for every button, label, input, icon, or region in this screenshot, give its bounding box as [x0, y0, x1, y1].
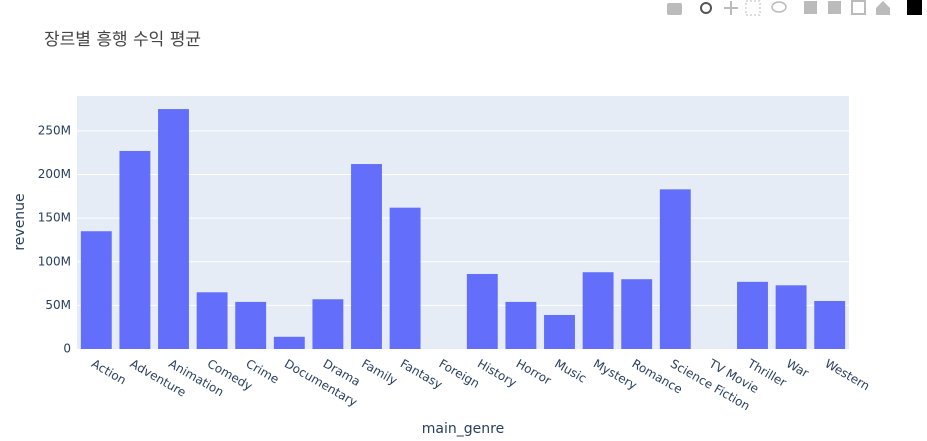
bar: [544, 314, 575, 349]
bar: [196, 292, 228, 349]
x-tick-label: Fantasy: [398, 357, 445, 392]
pan-icon[interactable]: [724, 1, 738, 15]
reset-icon[interactable]: [876, 1, 890, 15]
bar: [659, 189, 691, 349]
bar: [814, 301, 846, 349]
autoscale-icon[interactable]: [851, 0, 866, 15]
bar: [80, 231, 112, 349]
bar: [119, 150, 151, 349]
x-tick-label: Foreign: [436, 357, 481, 391]
bar: [312, 299, 344, 349]
x-axis-title: main_genre: [422, 421, 504, 437]
bar: [235, 301, 267, 349]
chart-title: 장르별 흥행 수익 평균: [44, 30, 201, 50]
y-tick-label: 200M: [38, 167, 71, 181]
plot-background: [77, 96, 849, 349]
x-tick-label: Action: [89, 357, 129, 388]
camera-icon[interactable]: [667, 3, 682, 15]
zoom-icon[interactable]: [700, 2, 712, 14]
bar: [582, 272, 614, 349]
x-tick-label: Mystery: [591, 357, 639, 393]
y-tick-label: 50M: [45, 298, 71, 312]
bar: [775, 285, 807, 349]
plotly-logo[interactable]: [907, 0, 922, 15]
x-tick-label: Music: [552, 357, 589, 386]
x-tick-label: Horror: [514, 357, 554, 388]
x-tick-label: Family: [359, 357, 399, 388]
bar: [466, 273, 498, 349]
bar: [505, 301, 537, 349]
y-tick-label: 150M: [38, 211, 71, 225]
lasso-icon[interactable]: [771, 1, 787, 13]
bar: [273, 336, 305, 349]
bar: [621, 279, 653, 349]
y-tick-label: 250M: [38, 123, 71, 137]
zoom-out-icon[interactable]: [828, 1, 841, 14]
toolbar: [667, 0, 922, 16]
bar: [389, 207, 421, 349]
y-axis-title: revenue: [12, 193, 28, 250]
bar: [737, 281, 768, 349]
select-icon[interactable]: [745, 0, 761, 16]
bar: [158, 109, 189, 349]
y-tick-label: 100M: [38, 254, 71, 268]
bar: [351, 164, 382, 349]
y-tick-label: 0: [63, 342, 71, 356]
x-tick-label: Western: [822, 357, 872, 394]
x-tick-label: History: [475, 357, 519, 390]
zoom-in-icon[interactable]: [804, 1, 817, 14]
